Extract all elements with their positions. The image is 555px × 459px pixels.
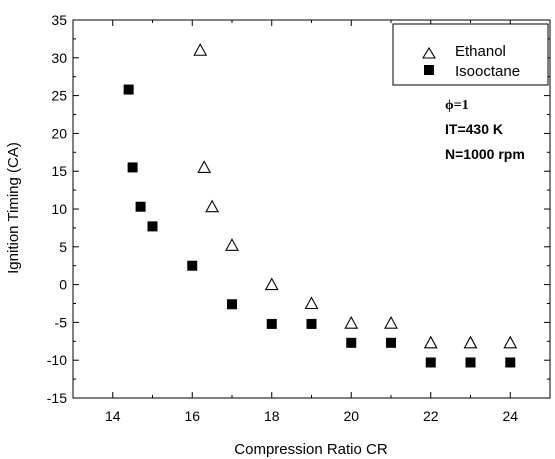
ticks-layer: -15 -10 -5 0 5 10 15 20 25 30 35 14 16 18 20 22 24 [47,12,551,424]
legend: Ethanol Isooctane [392,23,549,86]
legend-label-ethanol: Ethanol [455,43,506,60]
x-tick-label: 16 [184,408,200,424]
isooctane-point [135,201,146,212]
isooctane-point [227,299,237,310]
y-tick-label: 10 [51,201,67,217]
isooctane-point [306,318,317,329]
ethanol-point [264,277,279,291]
annotation-intake-temp: IT=430 K [445,121,503,137]
ethanol-point [463,335,478,349]
ethanol-point [344,316,359,329]
legend-box [392,23,549,86]
ethanol-point [423,335,438,349]
isooctane-point [346,337,357,348]
y-tick-label: 35 [51,12,67,28]
y-tick-label: 15 [51,163,67,179]
isooctane-point [425,357,436,368]
ethanol-point [197,160,212,173]
ethanol-point [503,335,518,349]
marks-layer [123,43,518,368]
series-isooctane [123,84,516,368]
legend-square-icon [424,65,434,75]
y-tick-label: 5 [59,239,67,255]
y-tick-label: 25 [51,88,67,104]
legend-triangle-icon [422,46,436,59]
y-tick-label: 30 [51,50,67,66]
x-tick-label: 14 [105,408,121,424]
isooctane-point [266,318,277,329]
ethanol-point [205,199,220,213]
ethanol-point [384,316,398,329]
x-tick-label: 24 [502,408,518,424]
y-axis-title: Ignition Timing (CA) [5,142,22,274]
annotation-phi: ϕ=1 [445,98,469,113]
y-tick-label: -5 [55,314,68,330]
series-ethanol [193,43,518,349]
plot-frame [72,19,551,399]
y-tick-label: 0 [59,277,67,293]
x-tick-label: 20 [343,408,359,424]
x-tick-label: 22 [423,408,439,424]
x-tick-label: 18 [264,408,280,424]
isooctane-point [386,337,396,348]
isooctane-point [123,84,134,95]
isooctane-point [147,221,158,232]
isooctane-point [465,357,476,368]
x-axis-title: Compression Ratio CR [234,441,388,458]
ethanol-point [193,43,208,56]
y-tick-label: 20 [51,125,67,141]
annotation-block: ϕ=1 IT=430 K N=1000 rpm [445,98,525,162]
ethanol-point [304,296,319,310]
y-tick-label: -15 [47,390,67,406]
legend-label-isooctane: Isooctane [455,63,520,80]
y-tick-label: -10 [47,352,67,368]
isooctane-point [127,162,138,173]
ethanol-point [225,238,239,251]
annotation-engine-speed: N=1000 rpm [445,146,525,162]
isooctane-point [505,357,516,368]
isooctane-point [187,260,198,271]
